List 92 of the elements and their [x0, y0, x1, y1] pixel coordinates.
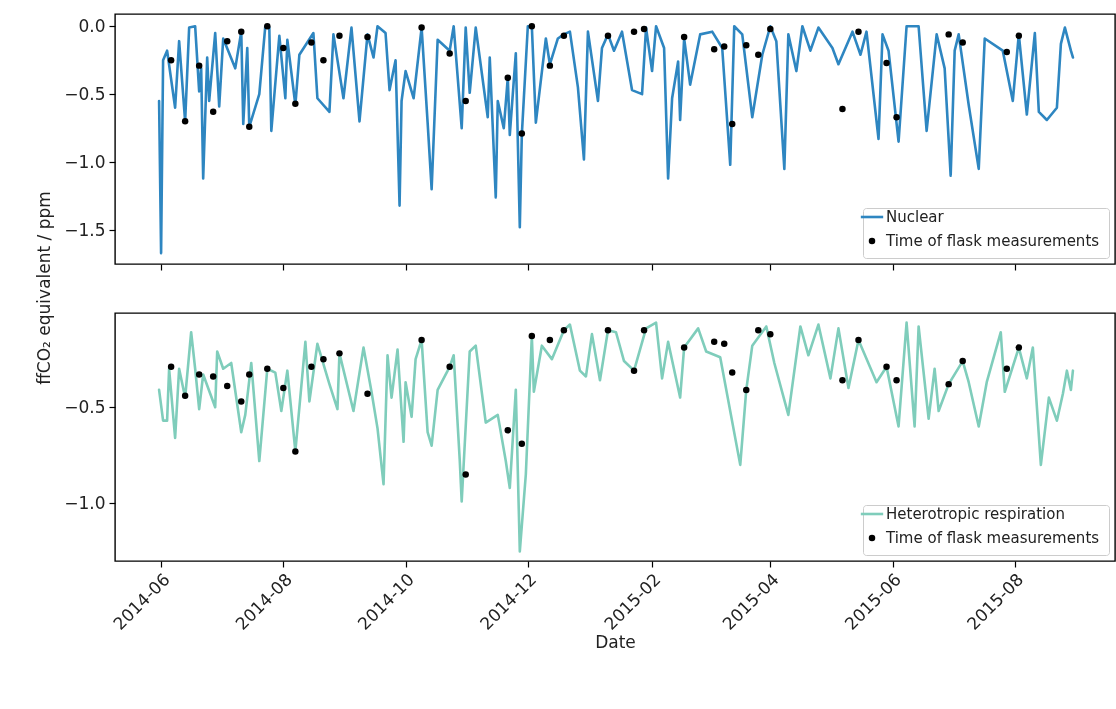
legend-label: Nuclear [886, 208, 945, 226]
point [167, 56, 175, 64]
point [855, 28, 862, 35]
point [710, 46, 718, 53]
point [308, 363, 315, 371]
y-axis-title: ffCO₂ equivalent / ppm [33, 191, 54, 385]
point [209, 373, 217, 380]
y-tick-label: −1.5 [64, 219, 106, 240]
point [364, 390, 371, 397]
point [336, 32, 343, 39]
point [238, 398, 245, 405]
point [959, 39, 966, 46]
point [308, 39, 315, 46]
point [630, 28, 638, 35]
point [883, 59, 890, 67]
point [1003, 48, 1011, 56]
point [446, 50, 453, 57]
point [320, 56, 327, 64]
point [680, 33, 688, 41]
point [893, 377, 900, 384]
point [893, 114, 900, 121]
point [246, 123, 253, 131]
point [462, 97, 469, 105]
point [280, 384, 287, 392]
point [292, 100, 299, 107]
point [720, 340, 728, 347]
point [839, 377, 846, 384]
point [743, 386, 750, 394]
point [195, 62, 203, 69]
point [767, 330, 774, 338]
point [264, 22, 271, 30]
point [320, 355, 327, 363]
point [755, 327, 762, 334]
point [640, 327, 648, 334]
point [336, 350, 343, 357]
point [767, 25, 774, 33]
point [560, 327, 568, 334]
point [418, 24, 425, 31]
point [528, 22, 536, 30]
point [528, 332, 536, 340]
point [855, 336, 862, 344]
point [246, 371, 253, 378]
y-tick-label: −0.5 [64, 83, 106, 104]
point [238, 28, 245, 35]
point [680, 344, 688, 351]
point [504, 74, 512, 82]
point [364, 33, 371, 41]
point [518, 440, 526, 447]
point [945, 380, 952, 388]
point [223, 37, 231, 45]
point [743, 42, 750, 49]
point [945, 31, 952, 38]
point [959, 357, 966, 365]
point [1015, 32, 1023, 39]
point [504, 427, 512, 434]
point [560, 32, 568, 39]
point [462, 471, 469, 478]
point [418, 336, 425, 344]
point [292, 448, 299, 455]
point [518, 130, 526, 137]
legend-label: Time of flask measurements [885, 232, 1100, 250]
point [604, 32, 612, 39]
point [728, 369, 736, 376]
point [195, 371, 203, 378]
point [755, 51, 762, 58]
point [280, 44, 287, 52]
legend-label: Time of flask measurements [885, 529, 1100, 547]
y-tick-label: −1.0 [64, 151, 106, 172]
point [728, 120, 736, 128]
point [181, 392, 189, 399]
x-axis-title: Date [595, 632, 636, 653]
point [209, 108, 217, 116]
point [446, 363, 453, 371]
point [883, 363, 890, 371]
point [720, 43, 728, 50]
point [604, 327, 612, 334]
point [264, 365, 271, 372]
y-tick-label: −1.0 [64, 492, 106, 513]
legend-label: Heterotropic respiration [886, 505, 1065, 523]
point [167, 363, 175, 371]
point [181, 118, 189, 125]
y-tick-label: −0.5 [64, 396, 106, 417]
point [546, 336, 554, 344]
point [1015, 344, 1023, 351]
point [1003, 365, 1011, 372]
point [630, 367, 638, 374]
point [839, 105, 846, 113]
point [710, 338, 718, 346]
y-tick-label: 0.0 [78, 15, 106, 36]
point [546, 62, 554, 69]
point [223, 382, 231, 390]
point [640, 25, 648, 33]
